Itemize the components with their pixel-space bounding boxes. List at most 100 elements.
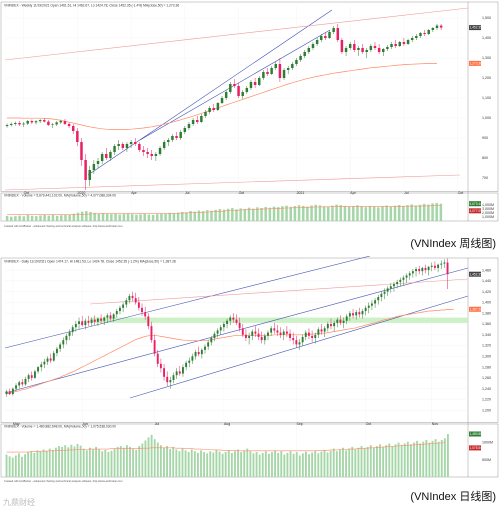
volume-bar [382,446,385,477]
candle-body [292,337,295,341]
candle-body [131,295,134,299]
volume-bar [239,208,242,221]
candle-body [191,120,195,124]
price-badge-box [469,271,481,277]
candle-body [195,120,199,122]
candle-body [382,49,385,52]
x-tick-label: Jul [185,191,190,195]
y-tick-label: 1,360 [482,322,491,326]
volume-bar [122,213,126,221]
volume-badge: 5,679.44M [470,202,485,206]
volume-bar [163,447,165,477]
candle-body [133,142,137,144]
candle-body [43,361,46,365]
candle-body [370,303,373,306]
volume-bar [48,448,51,477]
candle-body [62,340,65,345]
volume-bar [14,216,17,221]
volume-tick-label: 4,000M [482,203,494,207]
x-tick-label: Nov [432,422,439,426]
volume-bar [42,449,45,477]
volume-bar [206,210,209,221]
candle-body [96,318,99,322]
candle-body [248,335,251,338]
candle-body [446,262,449,275]
price-badge: 1,452.35 [470,26,483,30]
volume-bar [413,442,415,477]
candle-body [71,126,75,131]
volume-bar [301,453,304,477]
volume-bar [206,453,209,477]
volume-bar [366,446,369,477]
volume-bar [58,446,60,477]
candle-body [115,311,118,315]
candle-body [369,46,373,50]
candle-body [153,340,156,354]
candle-body [125,144,129,148]
volume-bar [293,206,297,221]
volume-bar [243,208,247,221]
volume-bar [251,208,255,221]
volume-bar [189,211,192,221]
y-tick-label: 1,320 [482,344,491,348]
volume-bar [18,215,21,221]
candle-body [33,371,36,378]
candle-body [301,336,304,343]
candle-body [332,28,335,32]
ma-badge: 1,273.36 [470,62,483,66]
candle-body [113,146,116,152]
price-badge-box [469,25,481,31]
candle-body [178,371,181,374]
candle-body [194,352,197,357]
volume-bar [193,451,196,477]
volume-bar [45,450,48,477]
candle-body [320,36,323,40]
x-tick-label: Apr [350,191,356,195]
candle-body [21,382,24,385]
y-tick-label: 1,280 [482,365,491,369]
volume-bar [30,215,34,221]
credit-text: Created with AmiBroker - advanced charti… [4,224,123,228]
candle-body [437,264,440,268]
candle-body [262,72,265,78]
volume-bar [119,446,122,477]
candle-body [125,300,128,305]
candle-body [353,44,356,50]
candle-body [187,124,191,128]
volume-bar [261,452,264,477]
volume-bar [311,452,314,477]
volume-bar [212,452,215,477]
candle-body [419,33,422,36]
candle-body [191,356,194,361]
candle-body [30,375,33,378]
volume-bar [252,453,255,477]
candle-body [185,362,188,368]
volume-bar [132,448,135,477]
volume-bar [372,447,375,477]
moving-average-line [6,308,454,395]
volume-bar [368,205,372,221]
candle-body [245,88,249,92]
volume-bar [447,434,449,477]
volume-bar [335,204,338,221]
volume-bar [159,445,162,477]
candle-body [336,28,340,40]
candle-body [257,333,260,337]
candle-body [245,334,247,338]
candle-body [22,123,25,125]
volume-bar [317,453,320,477]
candle-body [147,316,150,327]
volume-bar [360,206,363,221]
candle-body [109,152,112,158]
volume-bar [247,207,251,221]
y-tick-label: 700 [482,176,488,180]
y-tick-label: 800 [482,156,488,160]
candle-body [34,121,38,123]
volume-bar [385,205,388,221]
volume-bar [135,214,138,221]
candle-body [303,52,306,56]
candle-body [222,323,225,328]
x-tick-label: Oct [239,191,245,195]
y-tick-label: 1,420 [482,290,491,294]
candle-body [298,342,301,345]
